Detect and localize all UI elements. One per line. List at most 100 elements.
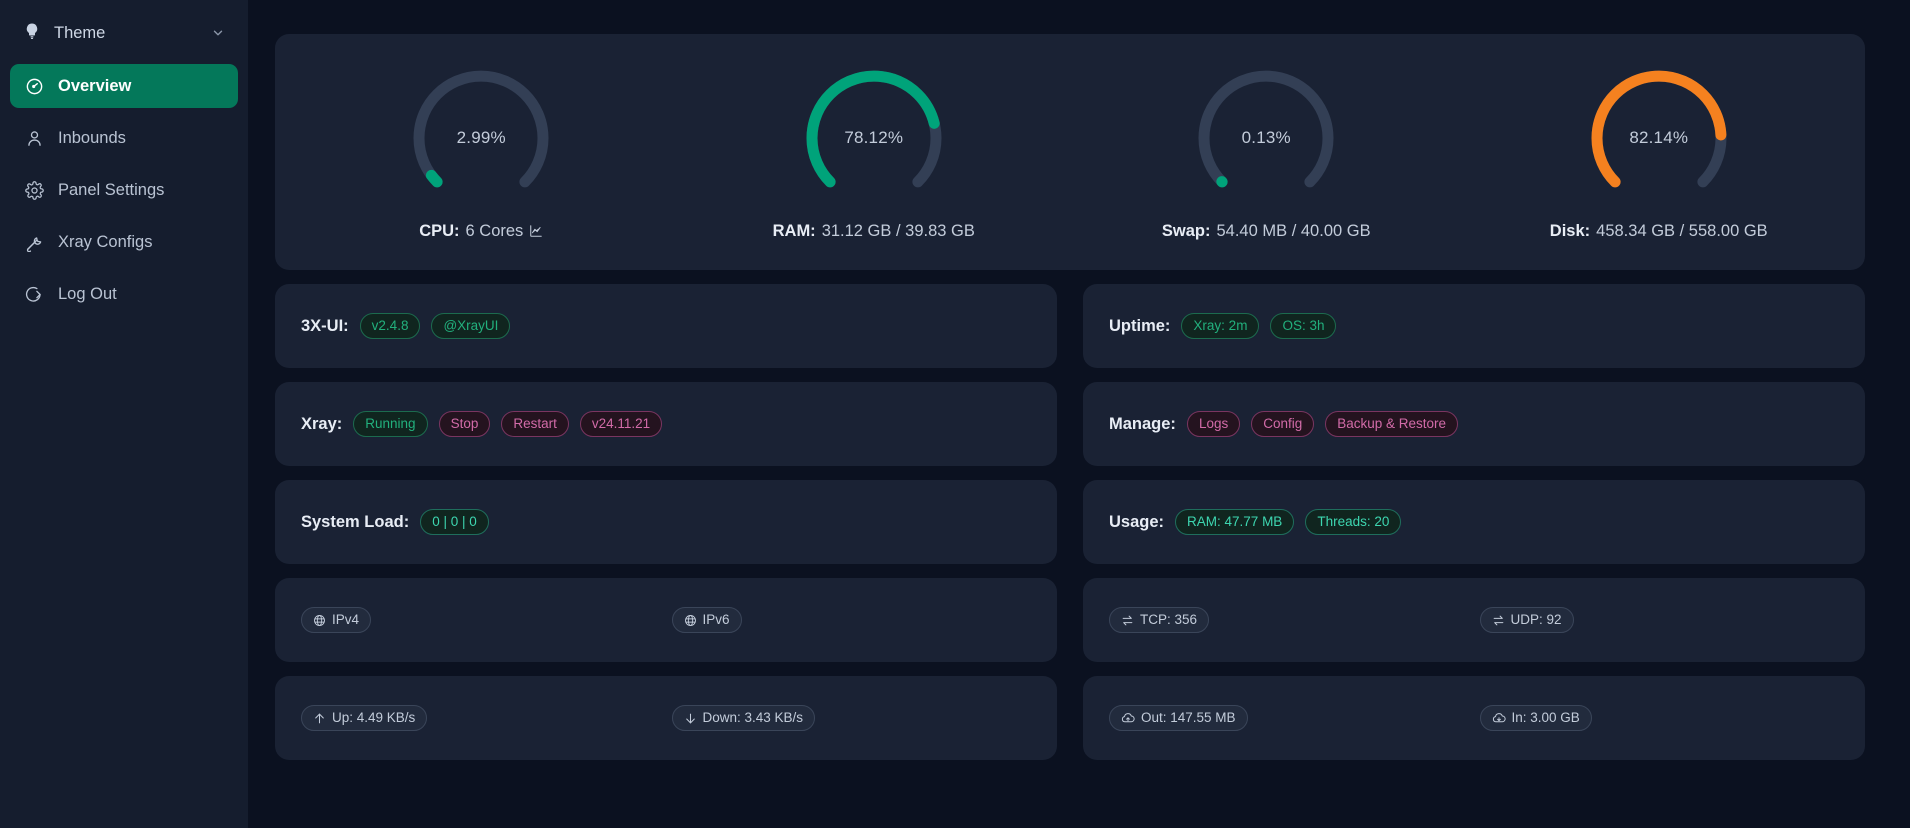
tag-text: Out: 147.55 MB <box>1141 710 1236 726</box>
gauge-label-key: RAM: <box>772 221 816 240</box>
theme-switcher[interactable]: Theme <box>10 10 238 56</box>
user-icon <box>24 129 44 148</box>
cloud-upload-icon <box>1121 711 1135 725</box>
gauge-label-value: 6 Cores <box>465 221 524 240</box>
gauge-svg <box>806 70 942 187</box>
chevron-down-icon[interactable] <box>211 26 225 40</box>
tag-version[interactable]: v2.4.8 <box>359 313 421 339</box>
dashboard-icon <box>24 77 44 96</box>
cloud-download-icon <box>1492 711 1506 725</box>
tag-upload-speed[interactable]: Up: 4.49 KB/s <box>301 705 428 731</box>
tag-config[interactable]: Config <box>1251 411 1315 437</box>
chart-icon[interactable] <box>529 224 543 238</box>
gauge-svg <box>413 70 549 187</box>
sidebar: Theme Overview Inbounds <box>0 0 248 828</box>
sidebar-item-overview[interactable]: Overview <box>10 64 238 108</box>
gauge-label-value: 458.34 GB / 558.00 GB <box>1596 221 1768 240</box>
tag-xray-version[interactable]: v24.11.21 <box>579 411 663 437</box>
gauge-label-disk: Disk: 458.34 GB / 558.00 GB <box>1550 222 1768 241</box>
card-traffic-left: Out: 147.55 MB <box>1109 705 1469 731</box>
exchange-icon <box>1121 614 1134 627</box>
tag-ipv6[interactable]: IPv6 <box>671 607 742 633</box>
card-label: Uptime: <box>1109 316 1171 335</box>
sidebar-item-log-out[interactable]: Log Out <box>10 272 238 316</box>
tag-ipv4[interactable]: IPv4 <box>301 607 372 633</box>
tag-tcp[interactable]: TCP: 356 <box>1109 607 1210 633</box>
gauge-svg <box>1591 70 1727 187</box>
tag-telegram[interactable]: @XrayUI <box>431 313 511 339</box>
bulb-icon <box>23 22 41 45</box>
main-content: 2.99% CPU: 6 Cores <box>248 0 1910 828</box>
card-label: Xray: <box>301 414 343 433</box>
card-traffic: Out: 147.55 MB In: 3.00 GB <box>1083 676 1865 760</box>
card-speed-left: Up: 4.49 KB/s <box>301 705 661 731</box>
gauge-percent-cpu: 2.99% <box>456 127 506 147</box>
tag-xray-stop[interactable]: Stop <box>438 411 491 437</box>
logout-icon <box>24 285 44 304</box>
sidebar-item-xray-configs[interactable]: Xray Configs <box>10 220 238 264</box>
sidebar-item-label: Xray Configs <box>58 232 153 251</box>
gauge-label-swap: Swap: 54.40 MB / 40.00 GB <box>1162 222 1371 241</box>
info-grid: 3X-UI: v2.4.8 @XrayUI Uptime: Xray: 2m O… <box>275 284 1865 760</box>
gauge-disk: 82.14% Disk: 458.34 GB / 558.00 GB <box>1463 64 1856 241</box>
gauge-svg <box>1198 70 1334 187</box>
gauge-ring-ram: 78.12% <box>800 64 948 212</box>
tag-usage-threads[interactable]: Threads: 20 <box>1305 509 1402 535</box>
card-uptime: Uptime: Xray: 2m OS: 3h <box>1083 284 1865 368</box>
globe-icon <box>313 614 326 627</box>
gauge-percent-swap: 0.13% <box>1241 127 1291 147</box>
tag-text: Up: 4.49 KB/s <box>332 710 416 726</box>
sidebar-item-label: Inbounds <box>58 128 126 147</box>
tag-traffic-in[interactable]: In: 3.00 GB <box>1479 705 1592 731</box>
tag-traffic-out[interactable]: Out: 147.55 MB <box>1109 705 1248 731</box>
card-label: System Load: <box>301 512 410 531</box>
tag-download-speed[interactable]: Down: 3.43 KB/s <box>671 705 816 731</box>
card-3x-ui: 3X-UI: v2.4.8 @XrayUI <box>275 284 1057 368</box>
card-ip-right: IPv6 <box>671 607 1032 633</box>
tag-load-average[interactable]: 0 | 0 | 0 <box>420 509 489 535</box>
tag-xray-restart[interactable]: Restart <box>501 411 569 437</box>
theme-label: Theme <box>54 23 106 42</box>
tag-text: Down: 3.43 KB/s <box>702 710 804 726</box>
card-protocols-left: TCP: 356 <box>1109 607 1469 633</box>
gauge-label-cpu: CPU: 6 Cores <box>419 222 543 241</box>
gauge-label-value: 54.40 MB / 40.00 GB <box>1216 221 1371 240</box>
gauge-ring-cpu: 2.99% <box>407 64 555 212</box>
card-xray: Xray: Running Stop Restart v24.11.21 <box>275 382 1057 466</box>
tag-os-uptime[interactable]: OS: 3h <box>1270 313 1337 339</box>
card-ip-left: IPv4 <box>301 607 661 633</box>
arrow-down-icon <box>684 712 697 725</box>
arrow-up-icon <box>313 712 326 725</box>
sidebar-item-inbounds[interactable]: Inbounds <box>10 116 238 160</box>
tag-udp[interactable]: UDP: 92 <box>1479 607 1574 633</box>
tag-xray-uptime[interactable]: Xray: 2m <box>1181 313 1260 339</box>
tag-logs[interactable]: Logs <box>1186 411 1241 437</box>
card-label: Usage: <box>1109 512 1165 531</box>
tag-text: IPv4 <box>332 612 360 628</box>
gauge-label-value: 31.12 GB / 39.83 GB <box>821 221 975 240</box>
tag-xray-status[interactable]: Running <box>353 411 428 437</box>
tag-backup-restore[interactable]: Backup & Restore <box>1325 411 1459 437</box>
card-usage: Usage: RAM: 47.77 MB Threads: 20 <box>1083 480 1865 564</box>
tag-text: UDP: 92 <box>1510 612 1562 628</box>
tag-text: In: 3.00 GB <box>1511 710 1580 726</box>
gear-icon <box>24 180 44 200</box>
card-label: Manage: <box>1109 414 1176 433</box>
card-manage: Manage: Logs Config Backup & Restore <box>1083 382 1865 466</box>
gauge-label-key: Swap: <box>1161 221 1211 240</box>
card-protocols-right: UDP: 92 <box>1479 607 1840 633</box>
tag-usage-ram[interactable]: RAM: 47.77 MB <box>1175 509 1295 535</box>
gauge-percent-disk: 82.14% <box>1629 127 1689 147</box>
wrench-icon <box>24 233 44 252</box>
gauge-ring-swap: 0.13% <box>1192 64 1340 212</box>
sidebar-item-label: Log Out <box>58 284 117 303</box>
gauge-swap: 0.13% Swap: 54.40 MB / 40.00 GB <box>1070 64 1463 241</box>
gauge-ram: 78.12% RAM: 31.12 GB / 39.83 GB <box>678 64 1071 241</box>
gauge-label-key: Disk: <box>1549 221 1591 240</box>
sidebar-item-label: Overview <box>58 76 132 95</box>
card-traffic-right: In: 3.00 GB <box>1479 705 1840 731</box>
sidebar-item-panel-settings[interactable]: Panel Settings <box>10 168 238 212</box>
card-system-load: System Load: 0 | 0 | 0 <box>275 480 1057 564</box>
gauge-label-ram: RAM: 31.12 GB / 39.83 GB <box>773 222 975 241</box>
